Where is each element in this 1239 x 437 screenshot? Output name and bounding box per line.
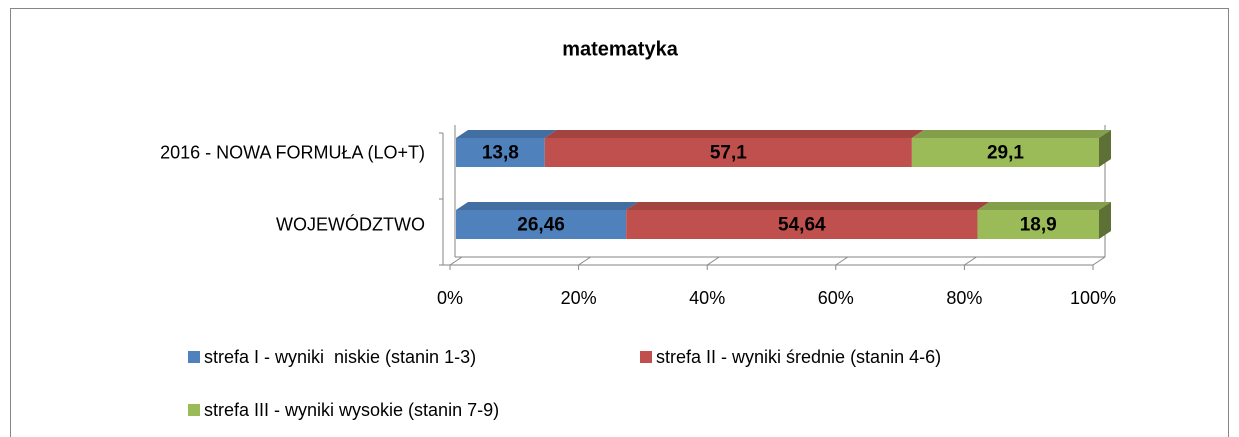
bar: [911, 138, 1099, 167]
data-label: 29,1: [987, 143, 1024, 164]
bar-side: [1099, 202, 1111, 239]
bar: [626, 210, 978, 239]
x-tick-label: 80%: [946, 288, 982, 308]
bar: [977, 210, 1099, 239]
x-tick-label: 60%: [818, 288, 854, 308]
x-tick-label: 20%: [561, 288, 597, 308]
grid-line: [1092, 256, 1106, 266]
bar-top: [626, 202, 990, 210]
bar-top: [456, 202, 639, 210]
data-label: 57,1: [710, 143, 747, 164]
legend-swatch: [188, 351, 200, 363]
grid-line: [964, 256, 977, 266]
chart-title: matematyka: [562, 38, 679, 60]
data-label: 26,46: [517, 215, 565, 236]
grid-line: [578, 256, 591, 266]
legend-label: strefa I - wyniki niskie (stanin 1-3): [204, 347, 476, 367]
y-tick-label: WOJEWÓDZTWO: [276, 213, 425, 234]
grid-line: [835, 256, 849, 266]
bar-top: [456, 130, 557, 138]
bar-top: [911, 130, 1111, 138]
data-label: 18,9: [1020, 215, 1057, 236]
data-label: 54,64: [778, 215, 826, 236]
bar-top: [977, 202, 1111, 210]
x-tick-label: 0%: [437, 288, 463, 308]
legend-swatch: [188, 404, 200, 416]
y-tick-label: 2016 - NOWA FORMUŁA (LO+T): [160, 142, 425, 162]
bar: [456, 210, 627, 239]
bar: [456, 138, 545, 167]
bar-side: [1099, 130, 1111, 167]
data-label: 13,8: [482, 143, 519, 164]
legend-label: strefa III - wyniki wysokie (stanin 7-9): [204, 400, 499, 420]
legend-label: strefa II - wyniki średnie (stanin 4-6): [656, 347, 941, 367]
grid-line: [449, 256, 463, 266]
grid-line: [706, 256, 720, 266]
x-tick-label: 40%: [689, 288, 725, 308]
bar: [544, 138, 912, 167]
x-tick-label: 100%: [1070, 288, 1116, 308]
legend-swatch: [640, 351, 652, 363]
bar-top: [544, 130, 924, 138]
